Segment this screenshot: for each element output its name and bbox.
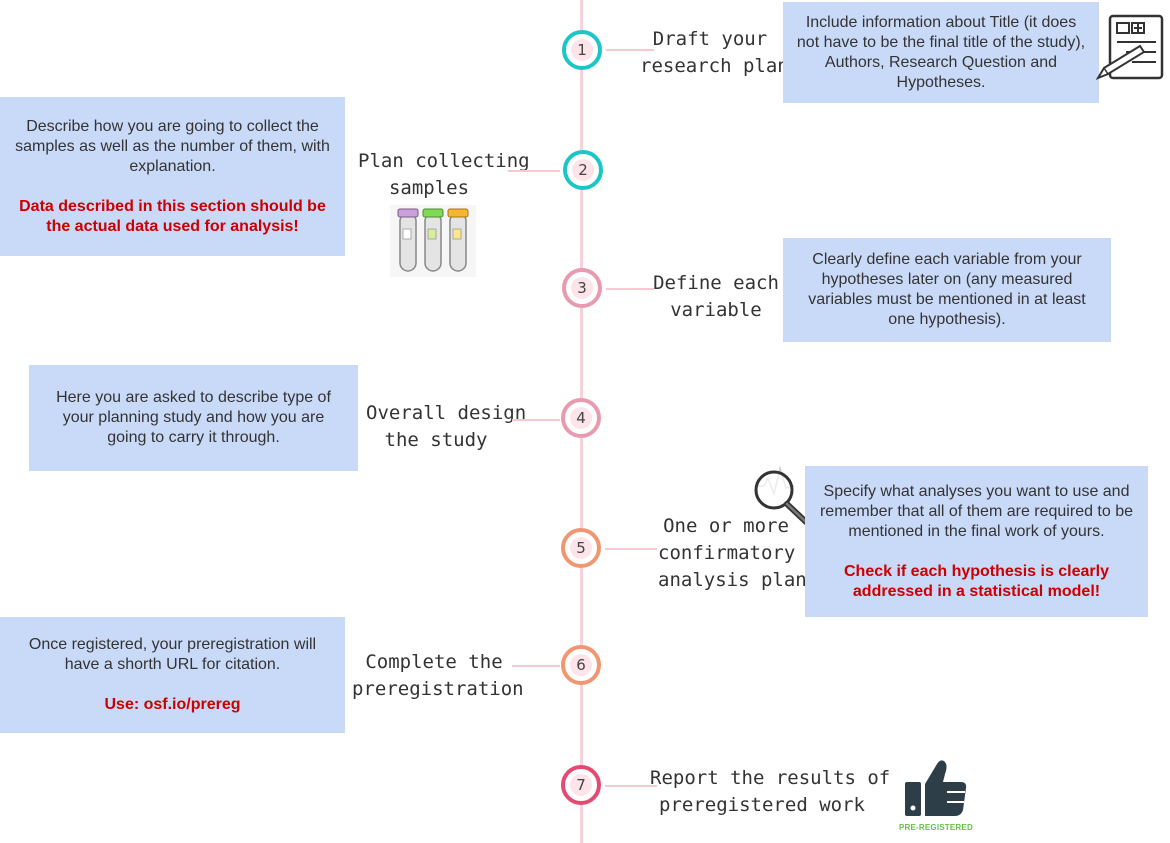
step-4-info-box: Here you are asked to describe type of y… xyxy=(29,365,358,471)
step-6-number: 6 xyxy=(576,656,586,674)
step-5-circle: 5 xyxy=(561,528,601,568)
step-1-connector xyxy=(606,49,654,51)
step-7-connector xyxy=(605,785,657,787)
document-pencil-icon xyxy=(1096,14,1164,80)
step-2-connector xyxy=(508,170,560,172)
step-6-title: Complete the preregistration xyxy=(352,651,524,700)
step-3-info-box: Clearly define each variable from your h… xyxy=(783,238,1111,342)
step-7-number: 7 xyxy=(576,776,586,794)
step-6-connector xyxy=(512,665,560,667)
step-1-title: Draft your research plan xyxy=(640,28,789,77)
step-2-title: Plan collecting samples xyxy=(358,150,530,199)
step-1-info-box: Include information about Title (it does… xyxy=(783,2,1099,103)
step-3-number: 3 xyxy=(577,279,587,297)
step-7-circle: 7 xyxy=(561,765,601,805)
step-3-title: Define each variable xyxy=(653,272,779,321)
step-2-circle: 2 xyxy=(563,150,603,190)
step-5-info-box: Specify what analyses you want to use an… xyxy=(805,466,1148,617)
step-4-connector xyxy=(512,419,560,421)
step-6-circle: 6 xyxy=(561,645,601,685)
step-2-number: 2 xyxy=(578,161,588,179)
step-3-connector xyxy=(606,288,654,290)
pre-registered-label: PRE-REGISTERED xyxy=(899,823,973,832)
step-6-info-box: Once registered, your preregistration wi… xyxy=(0,617,345,733)
thumbs-up-icon xyxy=(905,760,967,816)
magnifier-chart-icon xyxy=(754,465,809,525)
test-tubes-icon xyxy=(390,205,476,277)
step-1-number: 1 xyxy=(577,41,587,59)
step-1-circle: 1 xyxy=(562,30,602,70)
step-4-number: 4 xyxy=(576,409,586,427)
step-2-info-box: Describe how you are going to collect th… xyxy=(0,97,345,256)
step-4-circle: 4 xyxy=(561,398,601,438)
step-3-circle: 3 xyxy=(562,268,602,308)
step-5-connector xyxy=(605,548,657,550)
step-5-number: 5 xyxy=(576,539,586,557)
step-5-title: One or more confirmatory analysis plan xyxy=(658,515,807,591)
step-7-title: Report the results of preregistered work xyxy=(650,767,891,816)
step-4-title: Overall design the study xyxy=(366,402,527,451)
